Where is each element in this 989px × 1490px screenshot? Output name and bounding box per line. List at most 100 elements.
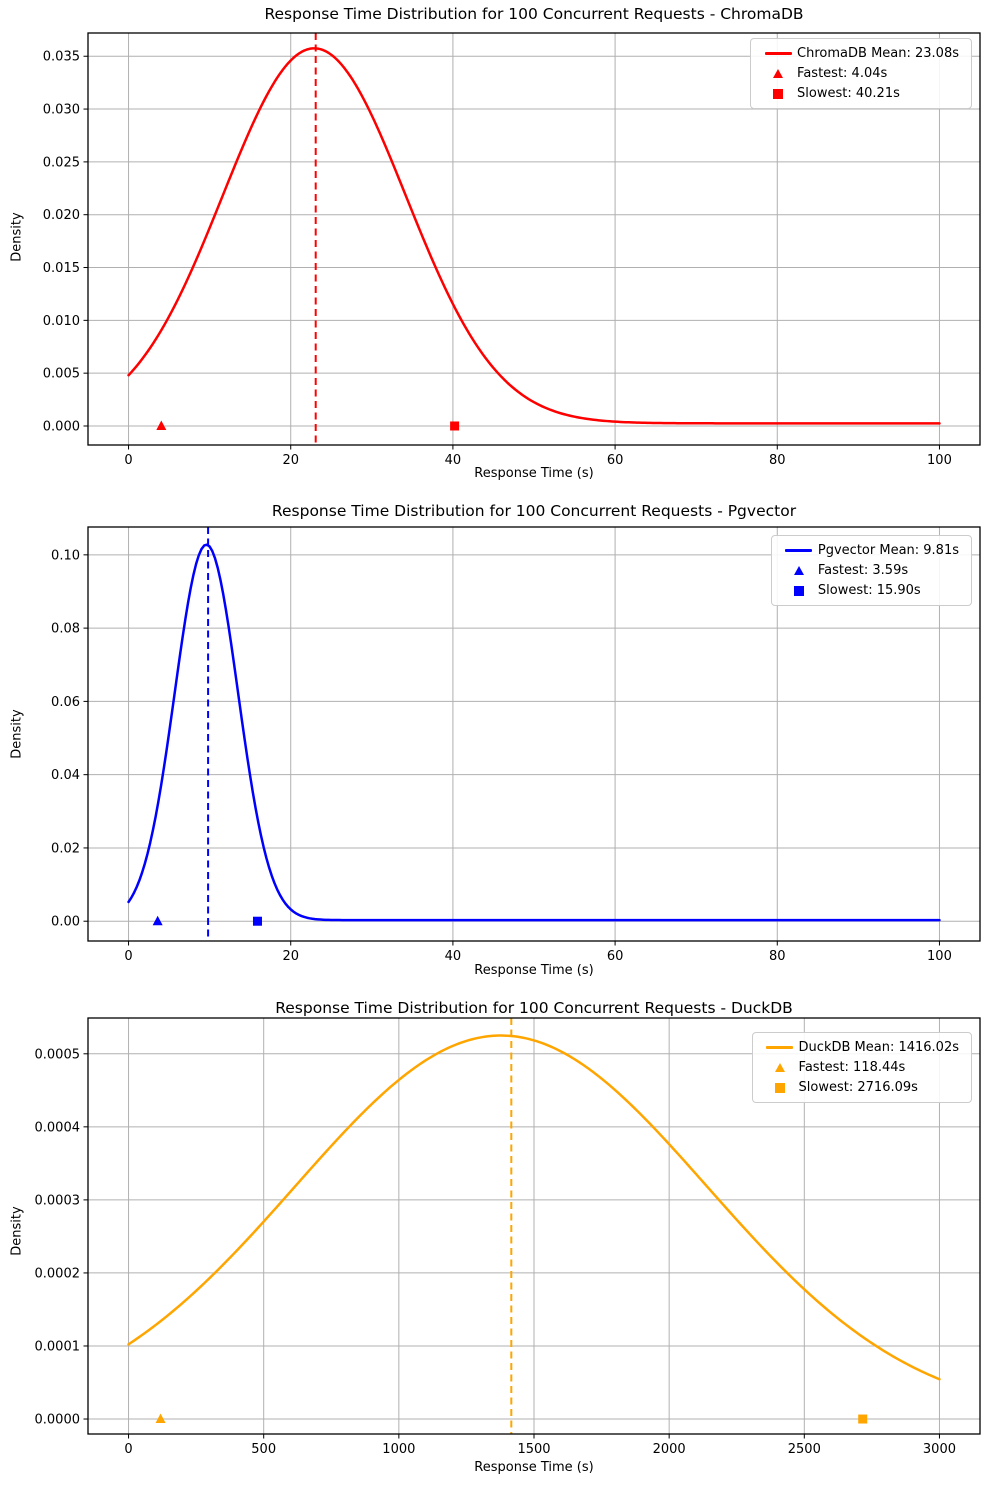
- slowest-marker: [858, 1414, 868, 1424]
- square-marker-icon: [773, 88, 784, 99]
- y-tick-label: 0.06: [51, 695, 80, 710]
- x-tick-label: 40: [445, 949, 462, 964]
- chart-title: Response Time Distribution for 100 Concu…: [271, 502, 797, 520]
- fastest-marker: [152, 915, 163, 926]
- chart-duckdb: Response Time Distribution for 100 Concu…: [0, 994, 989, 1490]
- legend-item-slowest: Slowest: 2716.09s: [761, 1080, 959, 1095]
- chart-chromadb: Response Time Distribution for 100 Concu…: [0, 0, 989, 497]
- fastest-marker: [156, 420, 167, 430]
- density-curve: [127, 47, 941, 425]
- x-tick-label: 60: [607, 949, 624, 964]
- legend-label: Fastest: 118.44s: [798, 1060, 906, 1075]
- slowest-marker: [252, 916, 262, 926]
- y-tick-label: 0.010: [43, 314, 80, 329]
- legend-item-fastest: Fastest: 3.59s: [780, 563, 959, 578]
- y-tick-label: 0.005: [43, 367, 80, 382]
- legend-label: Slowest: 2716.09s: [798, 1080, 918, 1095]
- x-tick-label: 0: [124, 1442, 132, 1457]
- plot-area: 0 20 40 60 80 100 0.00 0.02 0.04 0.06 0.08 0.10: [51, 526, 981, 964]
- legend-item-mean: Pgvector Mean: 9.81s: [780, 543, 959, 558]
- legend-label: Fastest: 3.59s: [817, 563, 909, 578]
- legend-marker-cell: [780, 585, 818, 596]
- density-curve: [127, 543, 941, 922]
- x-tick-label: 40: [445, 453, 462, 468]
- chart-title: Response Time Distribution for 100 Concu…: [275, 999, 793, 1017]
- x-axis-label: Response Time (s): [474, 466, 594, 481]
- x-tick-label: 60: [607, 453, 624, 468]
- y-tick-label: 0.020: [43, 208, 80, 223]
- y-tick-label: 0.0003: [35, 1193, 81, 1208]
- x-tick-label: 100: [927, 949, 952, 964]
- legend-marker-cell: [761, 1082, 799, 1093]
- y-tick-label: 0.015: [43, 261, 80, 276]
- y-tick-label: 0.000: [43, 419, 80, 434]
- legend-item-mean: DuckDB Mean: 1416.02s: [761, 1040, 959, 1055]
- legend-item-mean: ChromaDB Mean: 23.08s: [759, 46, 959, 61]
- legend-marker-cell: [759, 88, 797, 99]
- y-tick-label: 0.0001: [35, 1339, 81, 1354]
- y-tick-label: 0.0004: [35, 1120, 81, 1135]
- legend-marker-cell: [759, 69, 797, 78]
- x-tick-label: 100: [927, 453, 952, 468]
- y-tick-label: 0.04: [51, 768, 80, 783]
- x-tick-label: 1500: [517, 1442, 550, 1457]
- legend: Pgvector Mean: 9.81s Fastest: 3.59s Slow…: [770, 535, 972, 606]
- fastest-marker: [155, 1413, 166, 1424]
- x-axis-label: Response Time (s): [474, 1460, 594, 1475]
- plot-area: 0 500 1000 1500 2000 2500 3000 0.0000 0.0001 0.00…: [35, 1017, 981, 1457]
- density-curve: [127, 1034, 941, 1381]
- legend-marker-cell: [761, 1063, 799, 1072]
- triangle-marker-icon: [773, 69, 784, 78]
- y-tick-label: 0.030: [43, 103, 80, 118]
- y-tick-label: 0.0002: [35, 1266, 81, 1281]
- legend-label: ChromaDB Mean: 23.08s: [797, 46, 959, 61]
- y-tick-label: 0.02: [51, 841, 80, 856]
- x-tick-label: 80: [769, 949, 786, 964]
- plot-area: 0 20 40 60 80 100 0.000 0.005 0.010 0.015 0.020 0.0…: [43, 32, 981, 468]
- y-tick-label: 0.08: [51, 622, 80, 637]
- x-tick-label: 3000: [923, 1442, 956, 1457]
- legend-item-slowest: Slowest: 40.21s: [759, 86, 959, 101]
- legend-item-slowest: Slowest: 15.90s: [780, 583, 959, 598]
- legend-label: Slowest: 15.90s: [817, 583, 921, 598]
- line-sample-icon: [764, 52, 792, 55]
- legend: ChromaDB Mean: 23.08s Fastest: 4.04s Slo…: [750, 38, 972, 109]
- square-marker-icon: [793, 585, 804, 596]
- line-sample-icon: [766, 1046, 794, 1049]
- x-tick-label: 20: [282, 453, 299, 468]
- x-tick-label: 0: [124, 949, 132, 964]
- y-tick-label: 0.0005: [35, 1047, 81, 1062]
- x-tick-label: 0: [124, 453, 132, 468]
- legend-marker-cell: [759, 52, 797, 55]
- square-marker-icon: [774, 1082, 785, 1093]
- legend-item-fastest: Fastest: 118.44s: [761, 1060, 959, 1075]
- legend-label: Fastest: 4.04s: [797, 66, 888, 81]
- x-tick-label: 500: [251, 1442, 276, 1457]
- triangle-marker-icon: [793, 566, 804, 575]
- triangle-marker-icon: [774, 1063, 785, 1072]
- y-tick-label: 0.0000: [35, 1413, 81, 1428]
- plot-border: [87, 1017, 981, 1435]
- y-tick-label: 0.035: [43, 50, 80, 65]
- x-tick-label: 80: [769, 453, 786, 468]
- slowest-marker: [450, 421, 460, 431]
- legend-marker-cell: [761, 1046, 799, 1049]
- chart-pgvector: Response Time Distribution for 100 Concu…: [0, 497, 989, 994]
- chart-title: Response Time Distribution for 100 Concu…: [264, 5, 804, 23]
- x-tick-label: 1000: [382, 1442, 415, 1457]
- line-sample-icon: [785, 549, 813, 552]
- legend-marker-cell: [780, 566, 818, 575]
- legend-item-fastest: Fastest: 4.04s: [759, 66, 959, 81]
- x-tick-label: 2500: [788, 1442, 821, 1457]
- x-tick-label: 2000: [653, 1442, 686, 1457]
- x-tick-label: 20: [282, 949, 299, 964]
- y-tick-label: 0.00: [51, 915, 80, 930]
- legend-label: Slowest: 40.21s: [797, 86, 900, 101]
- x-axis-label: Response Time (s): [474, 963, 594, 978]
- legend-label: Pgvector Mean: 9.81s: [817, 543, 959, 558]
- plot-border: [87, 32, 981, 446]
- y-tick-label: 0.025: [43, 155, 80, 170]
- legend: DuckDB Mean: 1416.02s Fastest: 118.44s S…: [751, 1032, 972, 1103]
- legend-marker-cell: [780, 549, 818, 552]
